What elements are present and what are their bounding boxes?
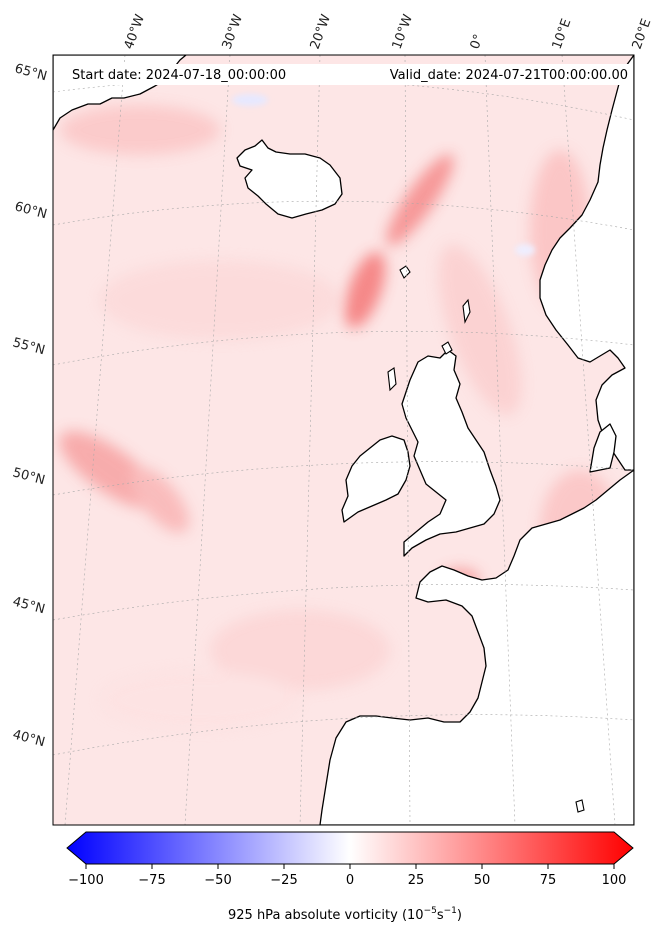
colorbar-tick-label: −25 [270,873,297,888]
colorbar-tick-label: 50 [474,873,491,888]
map-frame [52,54,635,826]
valid-date: Valid_date: 2024-07-21T00:00:00.00 [390,68,628,83]
hebrides-islands [387,367,397,392]
islands [387,265,585,813]
orkney-islands [441,341,453,355]
great-britain-coast [401,349,501,557]
colorbar-tick-label: 100 [602,873,627,888]
europe-coast [319,469,634,825]
colorbar-tick-label: −100 [68,873,104,888]
colorbar-label: 925 hPa absolute vorticity (10−5s−1) [228,906,462,923]
gridlines [53,55,634,825]
colorbar-bar [66,831,634,865]
scandinavia-coast [539,55,634,471]
map-panel: Start date: 2024-07-18_00:00:00 Valid_da… [52,54,635,826]
lat-label-55n: 55°N [11,335,47,358]
colorbar-tick-label: −75 [138,873,165,888]
lat-label-40n: 40°N [11,727,47,750]
lon-label-20e: 20°E [630,17,655,52]
latitude-labels: 65°N 60°N 55°N 50°N 45°N 40°N [11,61,49,750]
corsica-island [575,799,585,813]
lon-label-0: 0° [468,32,487,51]
colorbar-tick-label: −50 [204,873,231,888]
colorbar-tick-label: 25 [408,873,425,888]
lon-label-10e: 10°E [550,17,575,52]
header-banner [60,64,630,85]
iceland-coast [236,139,343,219]
lat-label-60n: 60°N [13,199,49,222]
start-date: Start date: 2024-07-18_00:00:00 [72,68,286,83]
denmark-coast [589,423,617,473]
faroe-islands [399,265,411,279]
lat-label-65n: 65°N [13,61,49,84]
lat-label-45n: 45°N [11,594,47,617]
shetland-islands [462,298,471,324]
colorbar-tick-label: 75 [540,873,557,888]
colorbar: −100 −75 −50 −25 0 25 50 75 100 925 hPa absolute… [66,831,634,923]
lon-label-30w: 30°W [220,12,246,51]
lon-label-40w: 40°W [122,12,148,51]
colorbar-ticks: −100 −75 −50 −25 0 25 50 75 100 [68,864,626,888]
lon-label-20w: 20°W [308,12,334,51]
lon-label-10w: 10°W [390,12,416,51]
lat-label-50n: 50°N [11,465,47,488]
colorbar-tick-label: 0 [346,873,354,888]
longitude-labels: 40°W 30°W 20°W 10°W 0° 10°E 20°E [122,12,655,51]
